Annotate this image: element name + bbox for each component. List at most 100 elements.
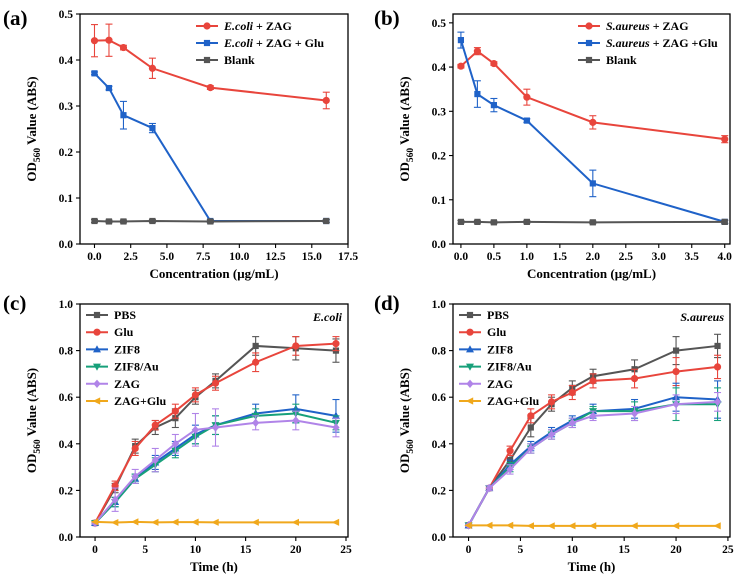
data-point xyxy=(589,180,596,187)
x-tick-label: 1.5 xyxy=(553,251,568,263)
legend-marker xyxy=(585,22,593,30)
series-line xyxy=(459,39,726,223)
series-line xyxy=(94,419,337,524)
y-axis-title: OD560 Value (ABS) xyxy=(24,76,43,181)
data-point xyxy=(251,518,259,526)
x-tick-label: 5 xyxy=(142,544,148,556)
data-point xyxy=(630,374,639,383)
series-zag-glu xyxy=(464,521,721,530)
data-point xyxy=(523,93,531,101)
legend-marker xyxy=(203,22,211,30)
data-point xyxy=(332,340,340,348)
series-line xyxy=(467,344,718,526)
legend-label-plain: + ZAG +Glu xyxy=(650,36,718,50)
x-tick-label: 3.5 xyxy=(685,251,700,263)
series-s-aureus-zag xyxy=(457,47,729,144)
data-point xyxy=(211,518,219,526)
y-tick-label: 0.1 xyxy=(432,195,447,207)
y-tick-label: 0.2 xyxy=(59,485,74,497)
legend-label-italic: E.coli xyxy=(223,36,254,50)
data-point xyxy=(292,342,300,350)
data-point xyxy=(252,358,260,366)
data-point xyxy=(207,218,214,225)
y-tick-label: 0.4 xyxy=(432,439,447,451)
series-line xyxy=(94,342,337,524)
data-point xyxy=(191,425,200,435)
x-tick-label: 0 xyxy=(466,544,472,556)
y-axis-title-rest: Value (ABS) xyxy=(24,368,39,440)
panel-label: (b) xyxy=(374,6,400,30)
data-point xyxy=(630,409,639,418)
legend-label: ZAG xyxy=(487,377,513,391)
y-tick-label: 0.3 xyxy=(59,101,74,113)
y-tick-label: 0.2 xyxy=(432,485,447,497)
legend-label: Glu xyxy=(487,325,507,339)
x-tick-label: 5 xyxy=(518,544,524,556)
plot-frame xyxy=(79,303,349,538)
x-tick-label: 2.0 xyxy=(586,251,601,263)
data-point xyxy=(252,418,260,428)
series-line xyxy=(93,72,327,222)
data-point xyxy=(191,518,199,526)
data-point xyxy=(111,495,119,504)
legend-label: ZAG+Glu xyxy=(487,394,540,408)
data-point xyxy=(151,518,159,526)
chart-panel-c: (c) 0 5 10 15 20 25 0.0 0.2 0.4 0.6 0.8 1.0 Time (h) O… xyxy=(3,291,352,574)
y-tick-label: 0.3 xyxy=(432,106,447,118)
legend-marker xyxy=(203,39,211,47)
legend-label: ZIF8 xyxy=(487,342,513,356)
legend: PBS Glu ZIF8 ZIF8/Au ZAG ZAG+Glu xyxy=(86,308,167,408)
x-axis-title: Time (h) xyxy=(568,559,616,574)
panel-label: (d) xyxy=(374,291,400,315)
data-point xyxy=(547,430,556,439)
legend-label: PBS xyxy=(487,308,509,322)
y-axis-title-subscript: 560 xyxy=(33,439,43,454)
y-tick-label: 0.5 xyxy=(432,18,447,30)
legend-label: S.aureus + ZAG xyxy=(606,19,689,33)
data-point xyxy=(721,218,728,225)
chart-panel-d: (d) 0 5 10 15 20 25 0.0 0.2 0.4 0.6 0.8 1.0 Time (h) O… xyxy=(374,291,734,574)
y-tick-label: 0.4 xyxy=(59,55,74,67)
data-point xyxy=(119,43,128,52)
y-tick-label: 0.1 xyxy=(59,193,74,205)
panel-label: (c) xyxy=(3,291,26,315)
data-point xyxy=(457,62,465,70)
legend-marker xyxy=(465,397,474,405)
data-point xyxy=(589,377,597,385)
series-e-coli-zag xyxy=(90,23,330,110)
data-point xyxy=(527,424,534,431)
legend-label-italic: E.coli xyxy=(223,19,254,33)
data-point xyxy=(252,342,259,350)
data-point xyxy=(506,465,514,474)
x-axis-title: Time (h) xyxy=(190,559,238,574)
data-point xyxy=(211,379,220,387)
x-tick-label: 0.0 xyxy=(454,251,469,263)
y-tick-label: 0.0 xyxy=(59,239,74,251)
plot-frame xyxy=(452,13,731,245)
data-point xyxy=(713,522,721,530)
series-line xyxy=(460,49,725,141)
data-point xyxy=(672,367,680,376)
legend-marker xyxy=(585,56,593,64)
series-zag xyxy=(91,408,340,528)
legend-label: ZIF8/Au xyxy=(114,360,159,374)
y-axis-title-main: OD xyxy=(397,454,412,474)
series-line xyxy=(95,520,336,524)
data-point xyxy=(149,217,156,225)
series-zag xyxy=(464,391,722,530)
series-zif8-au xyxy=(464,387,722,530)
x-tick-label: 4.0 xyxy=(718,251,733,263)
y-tick-label: 0.2 xyxy=(59,147,74,159)
data-point xyxy=(547,398,556,406)
data-point xyxy=(105,218,113,225)
data-point xyxy=(474,218,481,225)
y-axis-title-main: OD xyxy=(24,454,39,474)
y-tick-label: 0.5 xyxy=(59,9,74,21)
legend-marker xyxy=(93,311,101,319)
legend-marker xyxy=(466,379,474,388)
y-axis-title-rest: Value (ABS) xyxy=(24,76,39,148)
legend-marker xyxy=(93,345,101,353)
data-point xyxy=(485,483,493,493)
legend-marker xyxy=(203,56,211,64)
